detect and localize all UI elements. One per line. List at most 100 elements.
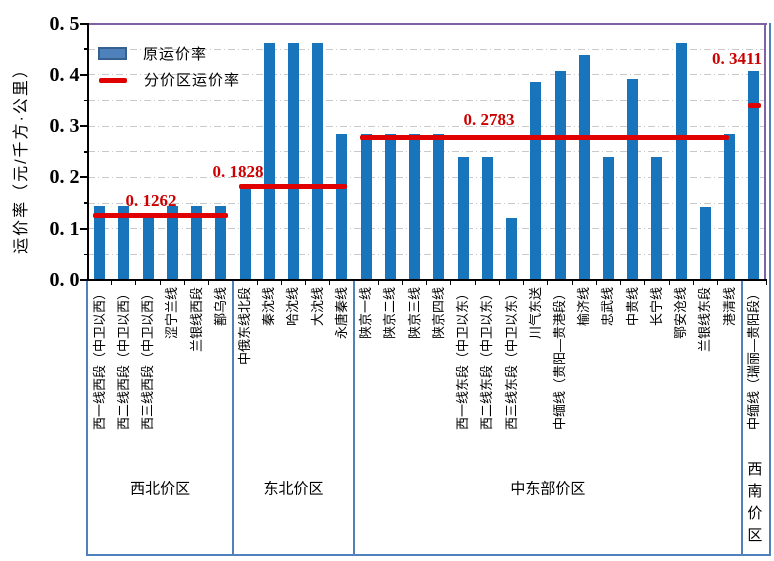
category-label: 鄂安沧线 bbox=[673, 287, 689, 340]
bar bbox=[554, 71, 566, 280]
bar bbox=[312, 42, 324, 280]
category-label: 永唐秦线 bbox=[333, 287, 349, 340]
x-tick bbox=[620, 280, 622, 285]
x-tick bbox=[668, 280, 670, 285]
legend: 原运价率 分价区运价率 bbox=[98, 40, 240, 92]
zone-rate-label: 0. 2783 bbox=[463, 110, 515, 129]
legend-item-original-rate: 原运价率 bbox=[98, 40, 240, 66]
bar bbox=[215, 205, 227, 280]
category-label: 陕京一线 bbox=[358, 287, 374, 340]
bar bbox=[239, 186, 251, 280]
bar bbox=[263, 42, 275, 280]
x-tick bbox=[498, 280, 500, 285]
bar bbox=[94, 205, 106, 280]
x-tick bbox=[377, 280, 379, 285]
zone-rate-line bbox=[360, 134, 729, 140]
y-major-tick bbox=[79, 22, 88, 25]
category-label: 大沈线 bbox=[309, 287, 325, 327]
bar bbox=[530, 82, 542, 280]
bar bbox=[699, 207, 711, 280]
y-minor-tick bbox=[83, 99, 88, 102]
x-tick bbox=[256, 280, 258, 285]
x-tick bbox=[474, 280, 476, 285]
zone-rate-label: 0. 1262 bbox=[125, 191, 177, 210]
category-label: 川气东送 bbox=[527, 287, 543, 340]
bar bbox=[360, 134, 372, 280]
zone-name-label: 东北价区 bbox=[263, 480, 324, 498]
zone-name-label: 中东部价区 bbox=[510, 480, 586, 498]
x-tick bbox=[571, 280, 573, 285]
category-label: 西一线西段（中卫以西） bbox=[91, 287, 107, 431]
category-label: 中俄东线北段 bbox=[237, 287, 252, 366]
bar bbox=[287, 42, 299, 280]
legend-zone-rate-label: 分价区运价率 bbox=[144, 71, 241, 89]
bar bbox=[748, 71, 760, 280]
x-tick bbox=[523, 280, 525, 285]
bar bbox=[481, 157, 493, 280]
x-tick bbox=[717, 280, 719, 285]
category-label: 陕京四线 bbox=[430, 287, 446, 340]
bar bbox=[457, 157, 469, 280]
x-tick bbox=[450, 280, 452, 285]
zone-divider bbox=[353, 280, 355, 555]
bar bbox=[651, 157, 663, 280]
category-label: 西一线东段（中卫以东） bbox=[455, 287, 471, 431]
bar bbox=[336, 134, 348, 280]
zone-rate-line bbox=[747, 102, 761, 108]
category-label: 忠武线 bbox=[600, 287, 616, 327]
y-axis-line bbox=[87, 23, 89, 281]
gridline bbox=[87, 228, 766, 230]
bar bbox=[602, 157, 614, 280]
x-tick bbox=[547, 280, 549, 285]
plot-border-right bbox=[764, 23, 766, 281]
y-tick-label: 0. 4 bbox=[49, 63, 80, 86]
zone-rate-label: 0. 3411 bbox=[711, 49, 763, 68]
bar bbox=[409, 134, 421, 280]
gridline bbox=[87, 202, 766, 204]
bar bbox=[384, 134, 396, 280]
category-label: 西三线西段（中卫以西） bbox=[140, 287, 156, 431]
gridline bbox=[87, 74, 766, 76]
bar bbox=[675, 42, 687, 280]
gridline bbox=[87, 253, 766, 255]
zone-divider bbox=[232, 280, 234, 555]
x-tick bbox=[426, 280, 428, 285]
bar bbox=[166, 205, 178, 280]
x-tick bbox=[159, 280, 161, 285]
x-tick bbox=[280, 280, 282, 285]
legend-original-rate-label: 原运价率 bbox=[143, 45, 208, 63]
category-label: 榆济线 bbox=[576, 287, 592, 327]
outer-border-bottom bbox=[86, 554, 771, 556]
bar bbox=[724, 134, 736, 280]
y-major-tick bbox=[79, 73, 88, 76]
bar bbox=[578, 54, 590, 280]
zone-rate-label: 0. 1828 bbox=[212, 162, 264, 181]
gridline bbox=[87, 99, 766, 101]
x-tick bbox=[183, 280, 185, 285]
x-tick bbox=[765, 280, 767, 285]
legend-line-swatch-icon bbox=[99, 77, 127, 83]
y-major-tick bbox=[79, 176, 88, 179]
bar bbox=[191, 205, 203, 280]
category-label: 兰银线西段 bbox=[188, 287, 204, 353]
category-label: 秦沈线 bbox=[261, 287, 277, 327]
category-label: 陕京三线 bbox=[406, 287, 422, 340]
x-tick bbox=[208, 280, 210, 285]
y-tick-label: 0. 0 bbox=[49, 269, 80, 291]
x-tick bbox=[111, 280, 113, 285]
zone-rate-line bbox=[238, 183, 348, 189]
zone-rate-line bbox=[92, 212, 228, 218]
x-tick bbox=[329, 280, 331, 285]
outer-border-right bbox=[769, 23, 771, 556]
x-tick bbox=[644, 280, 646, 285]
category-label: 港清线 bbox=[721, 287, 737, 327]
y-tick-label: 0. 2 bbox=[49, 166, 80, 189]
x-tick bbox=[595, 280, 597, 285]
category-label: 陕京二线 bbox=[382, 287, 398, 340]
gridline bbox=[87, 125, 766, 127]
y-minor-tick bbox=[83, 253, 88, 256]
zone-name-label: 西南价区 bbox=[745, 461, 763, 549]
y-major-tick bbox=[79, 125, 88, 128]
category-label: 长宁线 bbox=[648, 287, 664, 327]
